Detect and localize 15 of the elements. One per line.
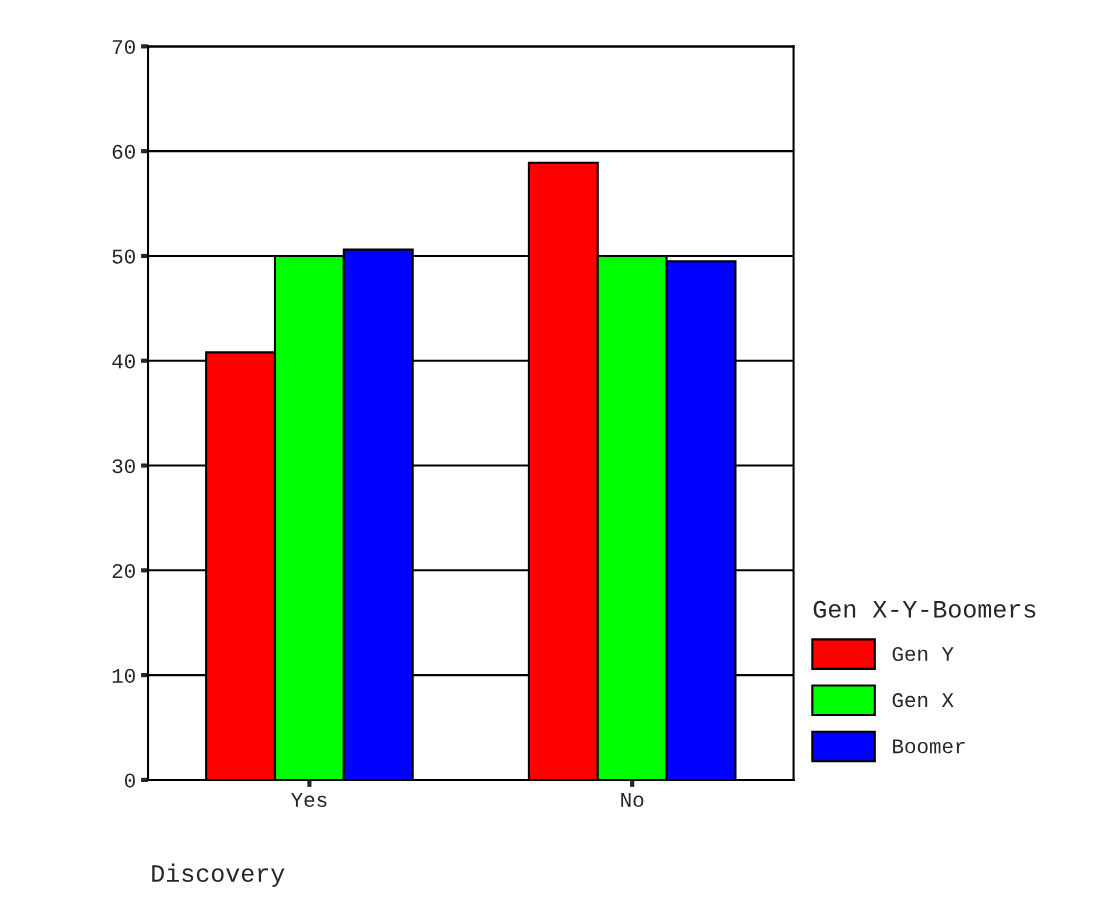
y-tick-label: 10 <box>112 668 135 683</box>
legend-label: Gen Y <box>892 646 954 662</box>
x-tick-label: No <box>621 793 644 808</box>
legend-label: Gen X <box>892 693 954 708</box>
y-tick-label: 60 <box>112 144 135 159</box>
legend-label: Boomer <box>893 739 965 754</box>
y-tick-label: 70 <box>112 39 135 55</box>
y-tick-label: 30 <box>112 459 135 474</box>
x-tick-label: Yes <box>291 793 327 808</box>
x-axis-title: Discovery <box>152 863 285 887</box>
legend-title: Gen X-Y-Boomers <box>813 600 1036 618</box>
y-tick-label: 20 <box>112 563 135 579</box>
y-tick-label: 50 <box>112 249 135 264</box>
y-tick-label: 40 <box>112 354 135 369</box>
y-tick-label: 0 <box>124 773 135 788</box>
